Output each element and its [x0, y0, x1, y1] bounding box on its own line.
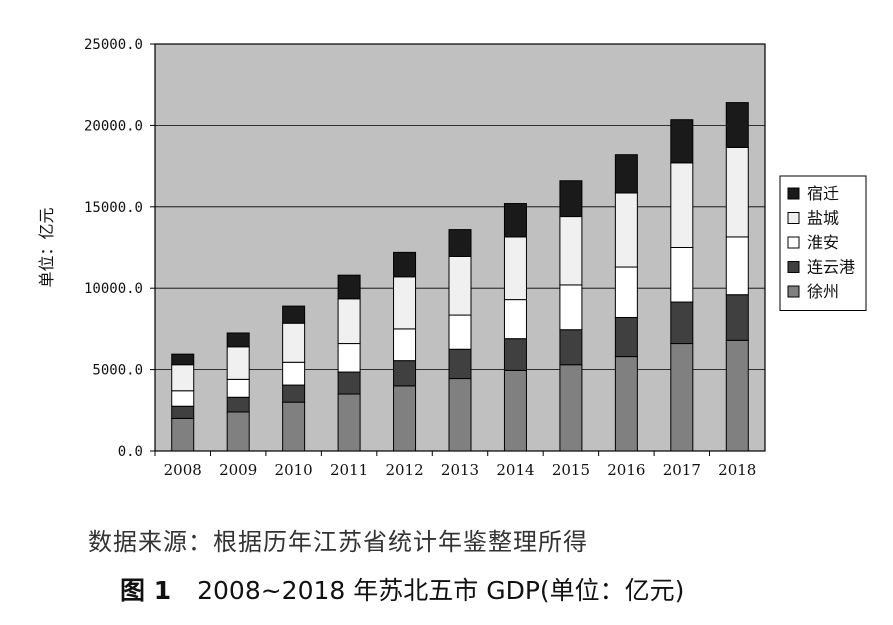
bar-segment-2012-盐城 [393, 276, 417, 330]
x-tick-label: 2012 [385, 461, 423, 479]
bar-segment-2017-连云港 [670, 301, 694, 345]
bar-segment-2017-盐城 [670, 162, 694, 248]
x-tick-label: 2016 [607, 461, 645, 479]
bar-segment-2013-盐城 [448, 255, 472, 316]
bar-segment-2011-盐城 [337, 298, 361, 345]
bar-segment-2015-徐州 [559, 364, 583, 452]
bar-segment-2018-淮安 [725, 236, 749, 296]
legend-label-连云港: 连云港 [807, 258, 855, 277]
x-tick-label: 2014 [496, 461, 534, 479]
bar-segment-2016-淮安 [614, 266, 638, 319]
x-tick-label: 2015 [552, 461, 590, 479]
x-tick-label: 2009 [219, 461, 257, 479]
bar-segment-2009-淮安 [226, 378, 250, 398]
bar-segment-2011-连云港 [337, 371, 361, 395]
bar-segment-2012-徐州 [393, 385, 417, 452]
figure-caption: 图 1 2008~2018 年苏北五市 GDP(单位：亿元) [120, 571, 684, 607]
y-tick-label: 15000.0 [84, 200, 143, 216]
bar-segment-2013-徐州 [448, 378, 472, 452]
y-tick-label: 5000.0 [92, 363, 143, 379]
bar-segment-2008-淮安 [171, 390, 195, 407]
bar-segment-2010-连云港 [282, 384, 306, 403]
bar-segment-2018-徐州 [725, 339, 749, 452]
legend-swatch-盐城 [787, 212, 800, 224]
y-tick-label: 20000.0 [84, 118, 143, 134]
bar-segment-2009-盐城 [226, 346, 250, 380]
bar-segment-2014-宿迁 [503, 203, 527, 238]
y-axis-label: 单位：亿元 [37, 207, 56, 287]
bar-segment-2018-宿迁 [725, 102, 749, 148]
bar-segment-2015-盐城 [559, 216, 583, 286]
bar-segment-2008-盐城 [171, 364, 195, 392]
bar-segment-2018-连云港 [725, 294, 749, 341]
bar-segment-2016-徐州 [614, 356, 638, 452]
legend-label-盐城: 盐城 [807, 209, 839, 228]
bar-segment-2013-淮安 [448, 314, 472, 350]
x-tick-label: 2011 [330, 461, 368, 479]
bar-segment-2012-淮安 [393, 328, 417, 362]
bar-segment-2010-淮安 [282, 361, 306, 386]
source-note: 数据来源：根据历年江苏省统计年鉴整理所得 [88, 528, 588, 556]
chart-canvas: 0.0 5000.0 10000.0 15000.0 20000.0 25000.0 单位：… [37, 37, 867, 479]
bar-segment-2010-盐城 [282, 322, 306, 363]
legend-swatch-淮安 [787, 236, 800, 249]
x-tick-label: 2017 [663, 461, 701, 479]
x-tick-label: 2018 [718, 461, 756, 479]
legend-label-淮安: 淮安 [807, 233, 839, 252]
y-tick-label: 10000.0 [84, 281, 143, 297]
bar-segment-2008-连云港 [171, 405, 195, 419]
bar-segment-2008-宿迁 [171, 353, 195, 366]
bar-segment-2015-淮安 [559, 284, 583, 331]
bar-segment-2008-徐州 [171, 417, 195, 452]
bar-segment-2012-连云港 [393, 360, 417, 387]
bar-segment-2011-徐州 [337, 393, 361, 452]
bar-segment-2015-连云港 [559, 329, 583, 366]
bar-segment-2009-徐州 [226, 411, 250, 452]
legend-label-徐州: 徐州 [807, 282, 839, 301]
bar-segment-2017-淮安 [670, 247, 694, 303]
bar-segment-2011-淮安 [337, 343, 361, 373]
bar-segment-2013-宿迁 [448, 229, 472, 257]
legend-swatch-连云港 [787, 261, 800, 273]
bar-segment-2014-盐城 [503, 236, 527, 301]
bar-segment-2014-连云港 [503, 338, 527, 371]
bar-segment-2009-宿迁 [226, 332, 250, 348]
bar-segment-2016-宿迁 [614, 154, 638, 194]
bar-segment-2013-连云港 [448, 348, 472, 380]
x-tick-label: 2013 [441, 461, 479, 479]
bar-segment-2016-盐城 [614, 192, 638, 268]
bar-segment-2018-盐城 [725, 146, 749, 238]
bar-segment-2010-徐州 [282, 401, 306, 452]
legend-swatch-徐州 [787, 285, 800, 298]
bar-segment-2012-宿迁 [393, 251, 417, 278]
bar-segment-2016-连云港 [614, 317, 638, 358]
bar-segment-2014-淮安 [503, 299, 527, 340]
x-tick-label: 2008 [164, 461, 202, 479]
legend-swatch-宿迁 [787, 187, 800, 200]
bar-segment-2014-徐州 [503, 369, 527, 452]
x-tick-label: 2010 [275, 461, 313, 479]
bar-segment-2017-宿迁 [670, 119, 694, 164]
bar-segment-2011-宿迁 [337, 274, 361, 300]
legend-label-宿迁: 宿迁 [807, 184, 839, 203]
figure-title: 2008~2018 年苏北五市 GDP(单位：亿元) [197, 576, 685, 605]
bar-segment-2009-连云港 [226, 396, 250, 413]
bar-segment-2015-宿迁 [559, 180, 583, 218]
figure-number: 图 1 [120, 576, 172, 605]
y-tick-label: 25000.0 [84, 37, 143, 53]
bar-segment-2017-徐州 [670, 343, 694, 452]
gdp-stacked-bar-chart: 0.0 5000.0 10000.0 15000.0 20000.0 25000.0 单位：… [37, 37, 867, 479]
y-tick-label: 0.0 [118, 444, 143, 460]
bar-segment-2010-宿迁 [282, 305, 306, 324]
